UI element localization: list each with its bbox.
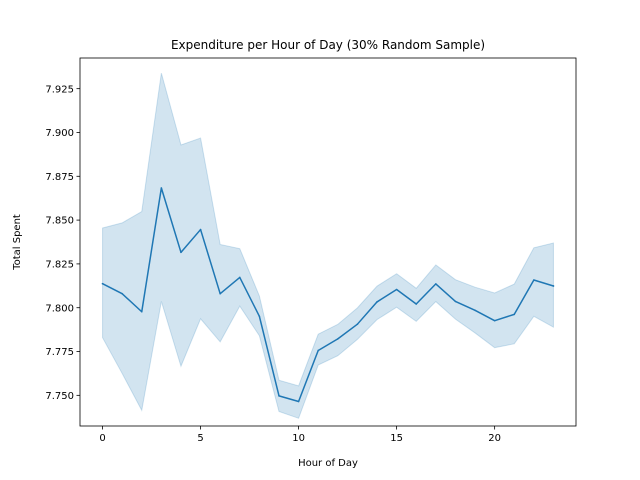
- x-tick-label: 5: [197, 433, 203, 444]
- confidence-band: [102, 72, 554, 419]
- confidence-band-layer: [102, 72, 554, 419]
- data-point: [199, 228, 202, 231]
- x-tick-label: 15: [390, 433, 403, 444]
- data-point: [121, 292, 123, 295]
- data-point: [533, 279, 535, 281]
- data-point: [474, 309, 476, 312]
- y-axis: 7.750 7.775 7.800 7.825 7.850 7.875 7.900 7.925: [45, 84, 80, 402]
- y-tick-label: 7.750: [45, 391, 74, 402]
- x-tick-label: 10: [292, 433, 305, 444]
- x-tick-label: 20: [488, 433, 501, 444]
- y-tick-label: 7.800: [45, 303, 74, 314]
- data-point: [493, 319, 496, 322]
- data-point: [356, 323, 359, 325]
- data-point: [317, 349, 320, 352]
- chart-title: Expenditure per Hour of Day (30% Random …: [171, 38, 485, 52]
- axes-frame: [79, 57, 577, 427]
- data-point: [337, 338, 339, 340]
- point-layer: [101, 187, 555, 403]
- line-layer: [101, 187, 555, 403]
- data-point: [513, 313, 516, 316]
- data-point: [160, 187, 163, 189]
- data-point: [140, 310, 143, 313]
- x-tick-label: 0: [99, 433, 105, 444]
- x-axis: 0 5 10 15 20: [99, 426, 501, 444]
- y-tick-label: 7.875: [45, 172, 74, 183]
- data-point: [101, 282, 104, 285]
- data-point: [258, 315, 261, 318]
- data-point: [435, 283, 437, 285]
- data-point: [278, 395, 280, 397]
- plot-area: [79, 57, 577, 427]
- data-point: [219, 292, 221, 295]
- data-point: [415, 303, 418, 305]
- data-point: [552, 285, 555, 287]
- data-point: [238, 276, 241, 279]
- y-axis-label: Total Spent: [12, 214, 23, 271]
- x-axis-label: Hour of Day: [298, 458, 358, 469]
- data-point: [454, 300, 457, 303]
- data-point: [180, 251, 182, 254]
- y-tick-label: 7.775: [45, 347, 74, 358]
- data-point: [376, 301, 378, 303]
- y-tick-label: 7.900: [45, 128, 74, 139]
- data-point: [395, 288, 398, 291]
- y-tick-label: 7.925: [45, 84, 74, 95]
- y-tick-label: 7.825: [45, 260, 74, 271]
- y-tick-label: 7.850: [45, 216, 74, 227]
- data-point: [297, 400, 300, 403]
- series-line: [101, 187, 555, 403]
